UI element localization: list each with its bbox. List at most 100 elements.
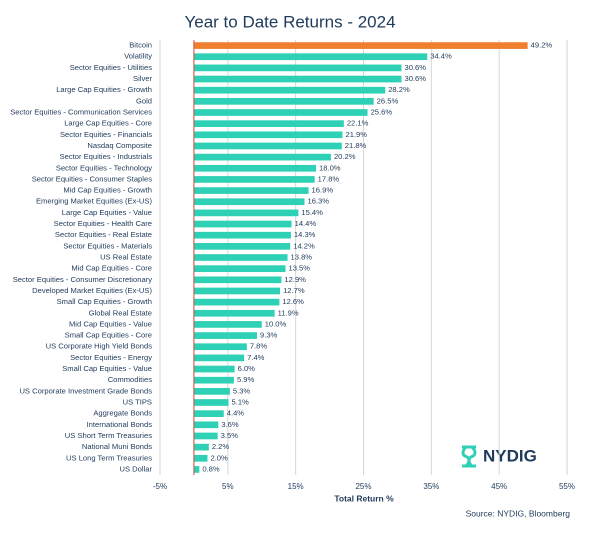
x-tick-label: 45% (491, 482, 507, 491)
value-label: 34.4% (430, 52, 452, 61)
y-tick-label: US Long Term Treasuries (66, 453, 152, 462)
bar (193, 276, 282, 284)
bar (193, 343, 247, 351)
bar (193, 120, 344, 127)
chart-title: Year to Date Returns - 2024 (184, 12, 395, 31)
source: Source: NYDIG, Bloomberg (466, 508, 571, 518)
logo-icon (461, 445, 477, 468)
y-tick-label: US Dollar (120, 464, 153, 473)
bar (193, 421, 219, 429)
bar (193, 187, 309, 194)
y-tick-label: National Muni Bonds (82, 442, 152, 451)
bar (193, 86, 386, 94)
value-label: 12.6% (282, 297, 304, 306)
value-label: 2.0% (210, 453, 228, 462)
value-label: 21.9% (345, 130, 367, 139)
x-axis-label: Total Return % (334, 493, 394, 503)
bar (193, 198, 305, 206)
bar (193, 388, 230, 395)
bar (193, 376, 234, 384)
y-tick-label: Volatility (124, 52, 152, 61)
bar (193, 321, 262, 328)
y-tick-label: Small Cap Equities - Core (65, 331, 152, 340)
bar (193, 98, 374, 105)
bar (193, 265, 286, 272)
value-label: 12.7% (283, 286, 305, 295)
y-tick-label: Large Cap Equities - Value (62, 208, 152, 217)
value-label: 28.2% (388, 85, 410, 94)
value-label: 9.3% (260, 331, 278, 340)
value-label: 12.9% (284, 275, 306, 284)
y-tick-label: Gold (136, 96, 152, 105)
value-label: 5.1% (232, 398, 250, 407)
value-label: 6.0% (238, 364, 256, 373)
value-label: 17.8% (318, 174, 340, 183)
y-tick-label: US Real Estate (100, 253, 152, 262)
value-label: 0.8% (202, 464, 220, 473)
bar (193, 287, 281, 295)
x-tick-label: 55% (559, 482, 575, 491)
bar (193, 153, 331, 161)
x-tick-label: 25% (355, 482, 371, 491)
y-tick-label: Nasdaq Composite (87, 141, 152, 150)
value-label: 5.3% (233, 386, 251, 395)
y-tick-label: US Short Term Treasuries (65, 431, 152, 440)
x-tick-label: 5% (222, 482, 234, 491)
bar (193, 454, 208, 462)
bar (193, 399, 229, 406)
value-label: 3.6% (221, 420, 239, 429)
bar (193, 164, 317, 172)
value-label: 21.8% (345, 141, 367, 150)
value-label: 20.2% (334, 152, 356, 161)
x-tick-label: -5% (153, 482, 167, 491)
y-tick-label: Small Cap Equities - Growth (57, 297, 152, 306)
y-tick-label: Bitcoin (129, 41, 152, 50)
bar (193, 176, 315, 183)
bar (193, 443, 209, 451)
value-label: 26.5% (377, 96, 399, 105)
value-label: 30.6% (404, 63, 426, 72)
value-label: 18.0% (319, 163, 341, 172)
bar (193, 42, 528, 49)
bar (193, 354, 245, 362)
y-tick-label: Mid Cap Equities - Growth (63, 186, 152, 195)
bar (193, 410, 224, 417)
bar (193, 254, 288, 261)
y-tick-label: Sector Equities - Energy (70, 353, 152, 362)
y-tick-label: Large Cap Equities - Growth (56, 85, 152, 94)
bar (193, 53, 428, 61)
value-label: 11.9% (278, 308, 299, 317)
y-tick-label: Commodities (108, 375, 153, 384)
bar (193, 243, 291, 250)
bar (193, 64, 402, 72)
value-label: 22.1% (347, 119, 369, 128)
y-tick-label: Sector Equities - Materials (63, 241, 152, 250)
y-tick-label: Sector Equities - Industrials (60, 152, 153, 161)
y-tick-label: Sector Equities - Consumer Staples (32, 174, 152, 183)
y-tick-label: Developed Market Equities (Ex-US) (32, 286, 152, 295)
bar (193, 466, 200, 473)
value-label: 14.4% (295, 219, 317, 228)
y-tick-label: Aggregate Bonds (93, 409, 152, 418)
y-tick-label: Large Cap Equities - Core (64, 119, 152, 128)
value-label: 16.9% (312, 186, 334, 195)
y-tick-label: US Corporate High Yield Bonds (46, 342, 153, 351)
value-label: 7.8% (250, 342, 268, 351)
value-label: 15.4% (301, 208, 323, 217)
value-label: 4.4% (227, 409, 245, 418)
bar (193, 432, 218, 440)
bar (193, 142, 342, 150)
bar (193, 365, 235, 373)
logo-text: NYDIG (483, 446, 537, 465)
y-tick-label: Sector Equities - Consumer Discretionary (13, 275, 152, 284)
bar (193, 209, 299, 217)
bar (193, 109, 368, 116)
y-tick-label: Sector Equities - Communication Services (10, 108, 152, 117)
y-tick-label: Sector Equities - Financials (60, 130, 152, 139)
value-label: 14.2% (293, 241, 315, 250)
value-label: 30.6% (404, 74, 426, 83)
value-label: 13.5% (288, 264, 310, 273)
y-tick-label: Small Cap Equities - Value (62, 364, 152, 373)
value-label: 10.0% (265, 319, 287, 328)
